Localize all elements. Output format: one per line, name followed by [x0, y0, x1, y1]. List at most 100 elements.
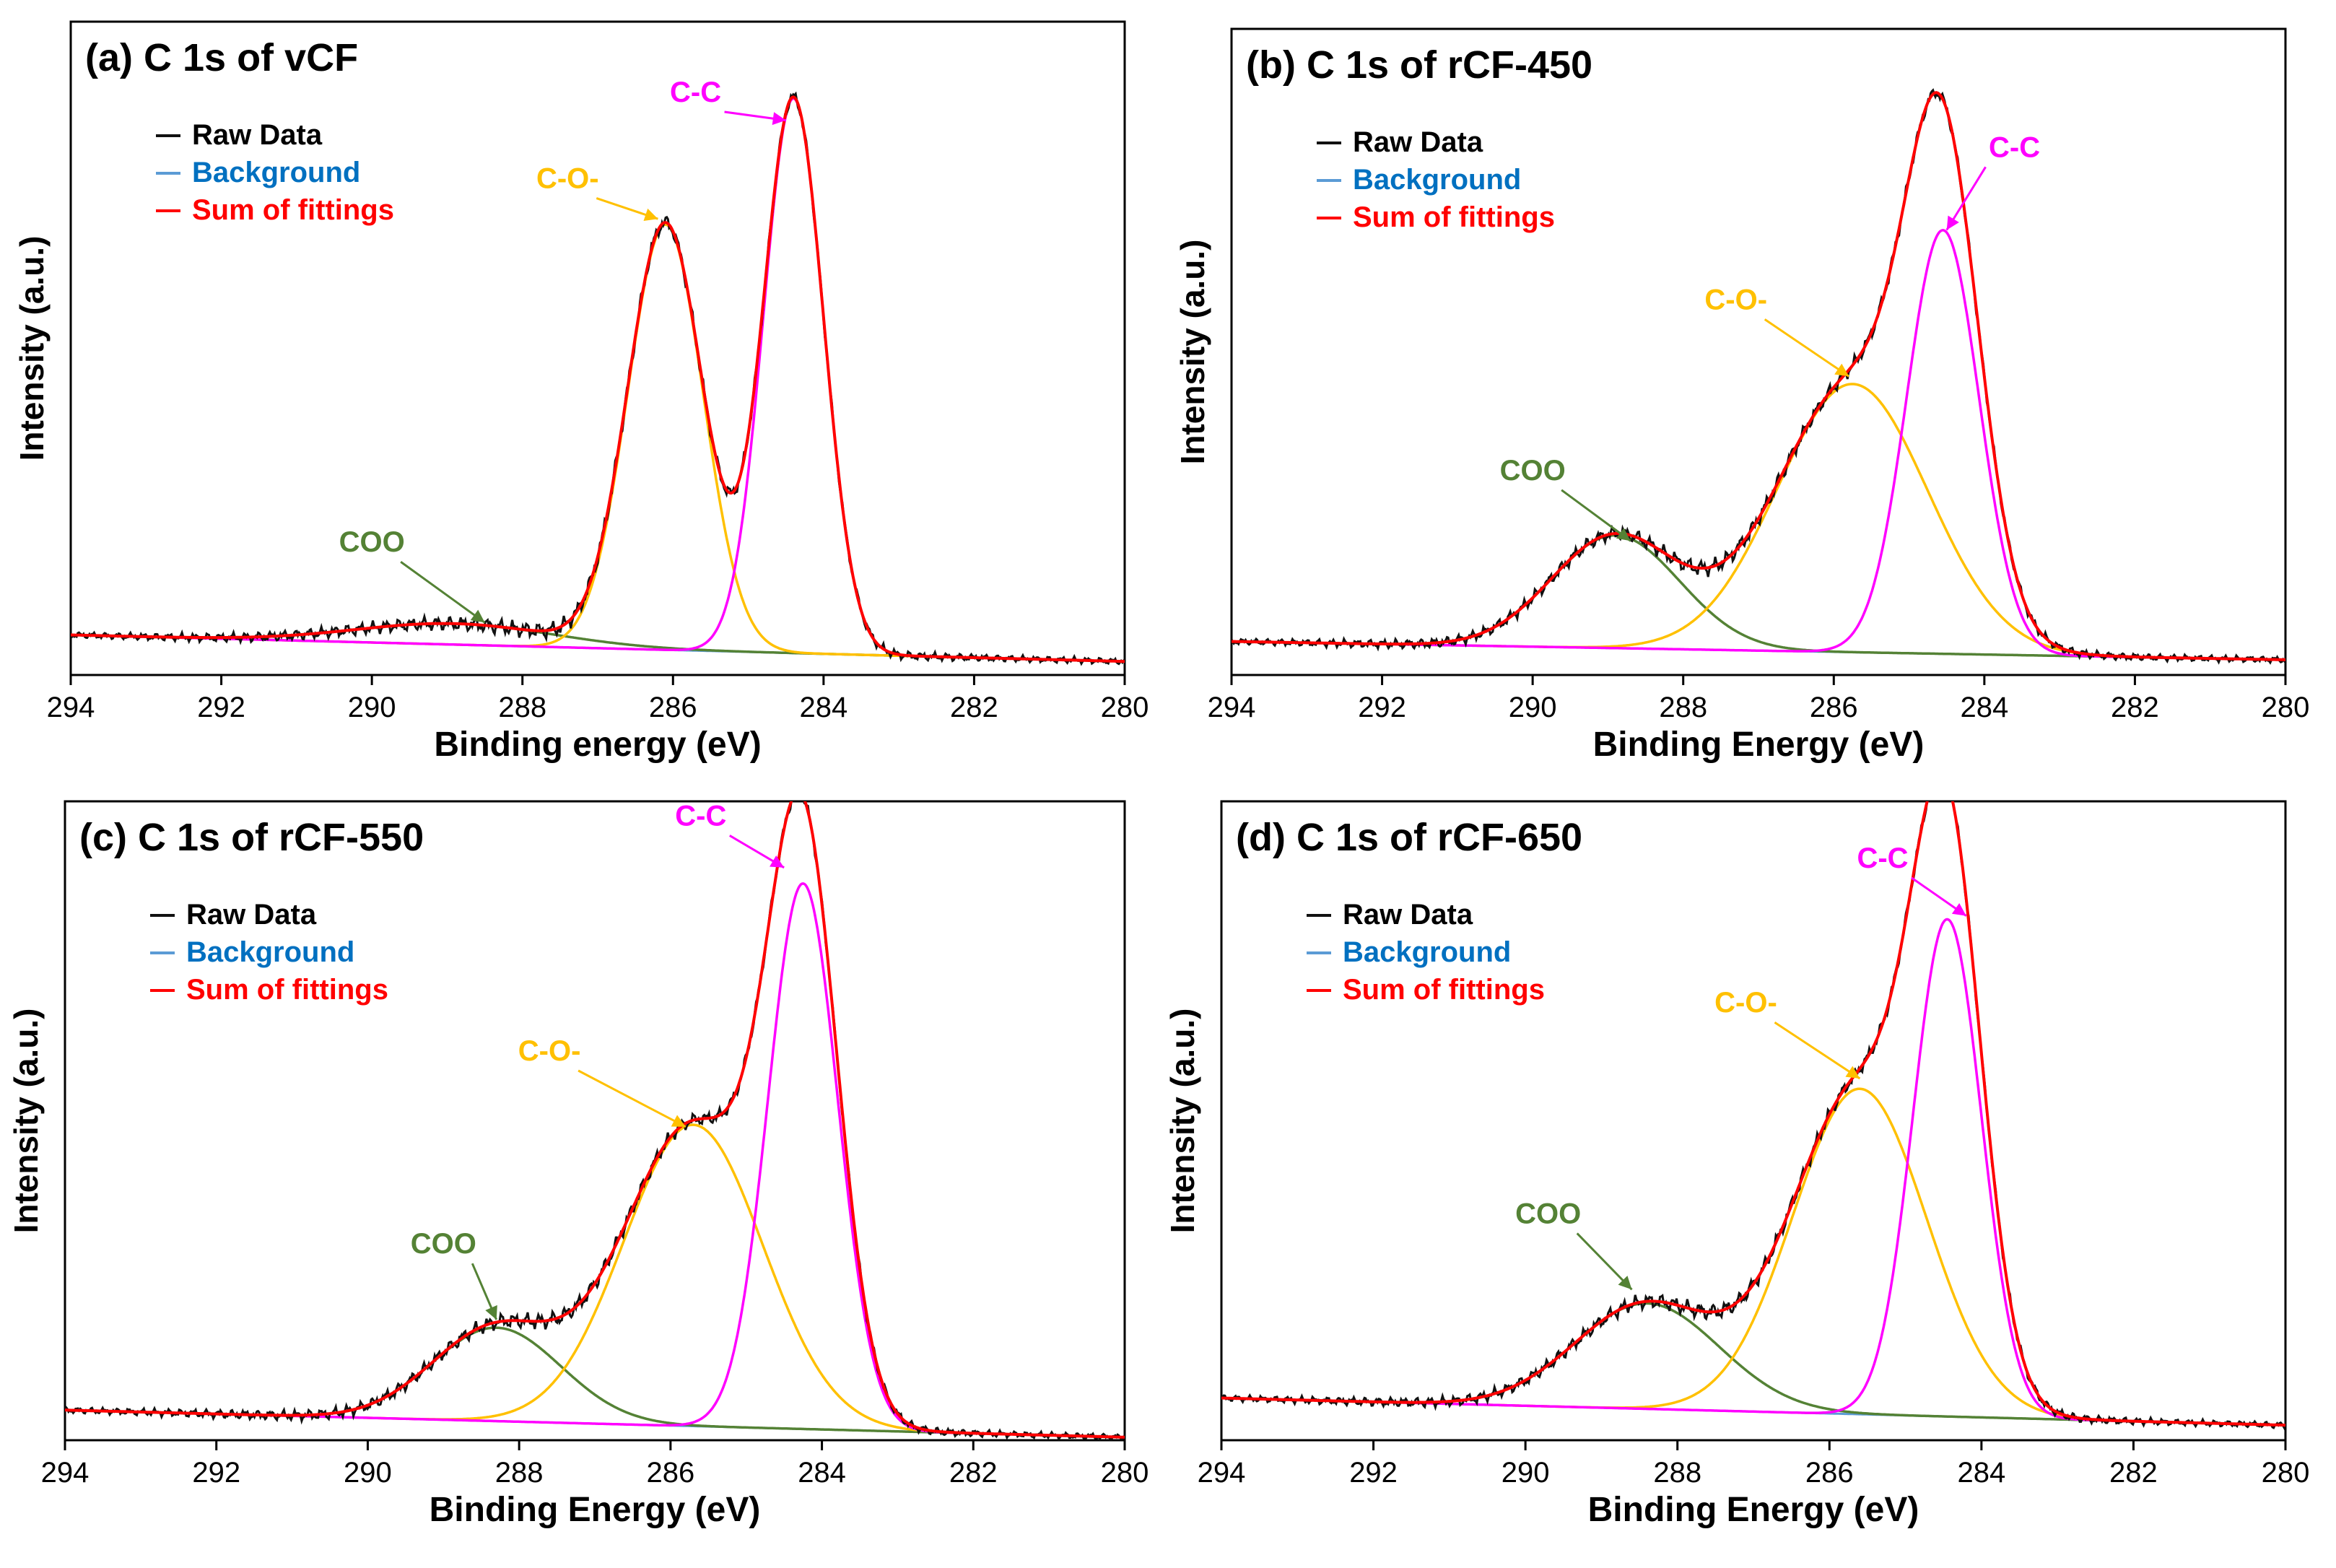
annotation-cc: C-C [1945, 131, 2040, 231]
legend-label-raw: Raw Data [1353, 126, 1483, 158]
annotation-label: C-O- [536, 163, 599, 195]
series-sum-of-fittings [65, 801, 1125, 1439]
x-tick-label: 280 [2262, 1457, 2310, 1489]
x-tick-label: 280 [1101, 1457, 1149, 1489]
legend-label-background: Background [192, 157, 360, 188]
arrow-head-icon [671, 1115, 686, 1127]
annotation-arrow [400, 561, 486, 624]
y-axis-label: Intensity (a.u.) [1174, 240, 1211, 465]
annotation-label: COO [411, 1228, 476, 1260]
arrow-head-icon [1834, 363, 1849, 377]
annotation-arrow [1561, 489, 1631, 542]
annotation-co: C-O- [1714, 987, 1861, 1080]
arrow-head-icon [1845, 1066, 1860, 1079]
x-tick-label: 294 [1198, 1457, 1246, 1489]
legend-label-raw: Raw Data [192, 119, 323, 151]
x-tick-label: 286 [649, 692, 697, 723]
annotation-arrow [578, 1069, 687, 1128]
x-tick-label: 288 [498, 692, 546, 723]
legend-label-sum: Sum of fittings [192, 194, 394, 226]
x-tick-label: 282 [950, 692, 998, 723]
x-tick-label: 286 [646, 1457, 694, 1489]
annotation-label: C-O- [1704, 284, 1767, 315]
x-tick-label: 288 [1659, 692, 1707, 723]
x-tick-label: 290 [1509, 692, 1557, 723]
legend-label-sum: Sum of fittings [1343, 974, 1545, 1006]
x-tick-label: 290 [1502, 1457, 1550, 1489]
plot-frame [1230, 27, 2287, 676]
x-tick-label: 292 [197, 692, 245, 723]
x-tick-label: 292 [192, 1457, 240, 1489]
annotation-coo: COO [339, 526, 486, 624]
arrow-head-icon [643, 208, 658, 221]
x-axis-label: Binding energy (eV) [434, 726, 761, 764]
legend-label-background: Background [1343, 936, 1511, 968]
legend: Raw Data Background Sum of fittings [156, 119, 394, 226]
plot-frame [64, 800, 1126, 1442]
plot-area [1221, 801, 2285, 1431]
legend-label-background: Background [186, 936, 354, 968]
arrow-head-icon [485, 1305, 497, 1320]
x-tick-label: 290 [348, 692, 396, 723]
arrow-head-icon [1951, 902, 1966, 916]
x-tick-label: 280 [1101, 692, 1149, 723]
annotation-label: C-O- [518, 1035, 581, 1067]
annotation-label: COO [1500, 455, 1566, 487]
annotation-co: C-O- [1704, 284, 1849, 378]
y-axis-label: Intensity (a.u.) [13, 236, 51, 461]
annotation-label: C-C [1989, 131, 2040, 163]
legend: Raw Data Background Sum of fittings [1317, 126, 1555, 233]
x-tick-label: 284 [799, 692, 847, 723]
plot-area [1232, 88, 2285, 665]
plot-frame [1220, 800, 2287, 1442]
x-tick-label: 294 [1208, 692, 1256, 723]
arrow-head-icon [770, 855, 785, 868]
annotation-co: C-O- [518, 1035, 687, 1128]
legend-label-sum: Sum of fittings [186, 974, 388, 1006]
x-axis-label: Binding Energy (eV) [1588, 1491, 1919, 1529]
legend: Raw Data Background Sum of fittings [1307, 899, 1545, 1006]
series-sum-of-fittings [71, 95, 1125, 663]
arrow-head-icon [772, 112, 786, 126]
plot-area [71, 91, 1125, 666]
annotation-cc: C-C [675, 800, 785, 869]
x-tick-label: 286 [1805, 1457, 1854, 1489]
plot-area [65, 801, 1125, 1440]
series-sum-of-fittings [1232, 91, 2285, 661]
arrow-head-icon [1618, 1276, 1632, 1290]
legend: Raw Data Background Sum of fittings [150, 899, 388, 1006]
arrow-head-icon [470, 609, 485, 623]
arrow-head-icon [1616, 528, 1631, 541]
annotation-arrow [1576, 1232, 1633, 1291]
x-tick-label: 292 [1349, 1457, 1398, 1489]
chart-panel-2: 294 292 290 288 286 284 282 280 Binding Energy (… [1174, 27, 2310, 764]
x-tick-label: 284 [798, 1457, 846, 1489]
x-tick-label: 284 [1960, 692, 2008, 723]
y-axis-label: Intensity (a.u.) [1164, 1009, 1201, 1234]
legend-label-background: Background [1353, 164, 1521, 196]
legend-label-raw: Raw Data [1343, 899, 1473, 931]
annotation-cc: C-C [1857, 842, 1967, 917]
y-axis-label: Intensity (a.u.) [7, 1009, 45, 1234]
annotation-coo: COO [1500, 455, 1631, 542]
x-tick-label: 292 [1358, 692, 1406, 723]
chart-panel-1: 294 292 290 288 286 284 282 280 Binding energy (… [13, 20, 1149, 764]
annotation-coo: COO [1515, 1198, 1633, 1291]
annotation-label: COO [1515, 1198, 1581, 1229]
x-tick-label: 282 [2111, 692, 2159, 723]
x-tick-label: 282 [2109, 1457, 2158, 1489]
x-tick-label: 280 [2262, 692, 2310, 723]
annotation-co: C-O- [536, 163, 658, 221]
panel-title: (a) C 1s of vCF [85, 36, 358, 79]
x-tick-label: 282 [949, 1457, 998, 1489]
legend-label-sum: Sum of fittings [1353, 201, 1555, 233]
panel-title: (b) C 1s of rCF-450 [1246, 43, 1592, 87]
x-tick-label: 286 [1810, 692, 1858, 723]
series-sum-of-fittings [1221, 801, 2285, 1427]
annotation-label: C-C [670, 77, 721, 108]
arrow-head-icon [1946, 215, 1959, 230]
x-axis-label: Binding Energy (eV) [1593, 726, 1925, 764]
annotation-cc: C-C [670, 77, 786, 126]
annotation-arrow [1764, 318, 1849, 378]
